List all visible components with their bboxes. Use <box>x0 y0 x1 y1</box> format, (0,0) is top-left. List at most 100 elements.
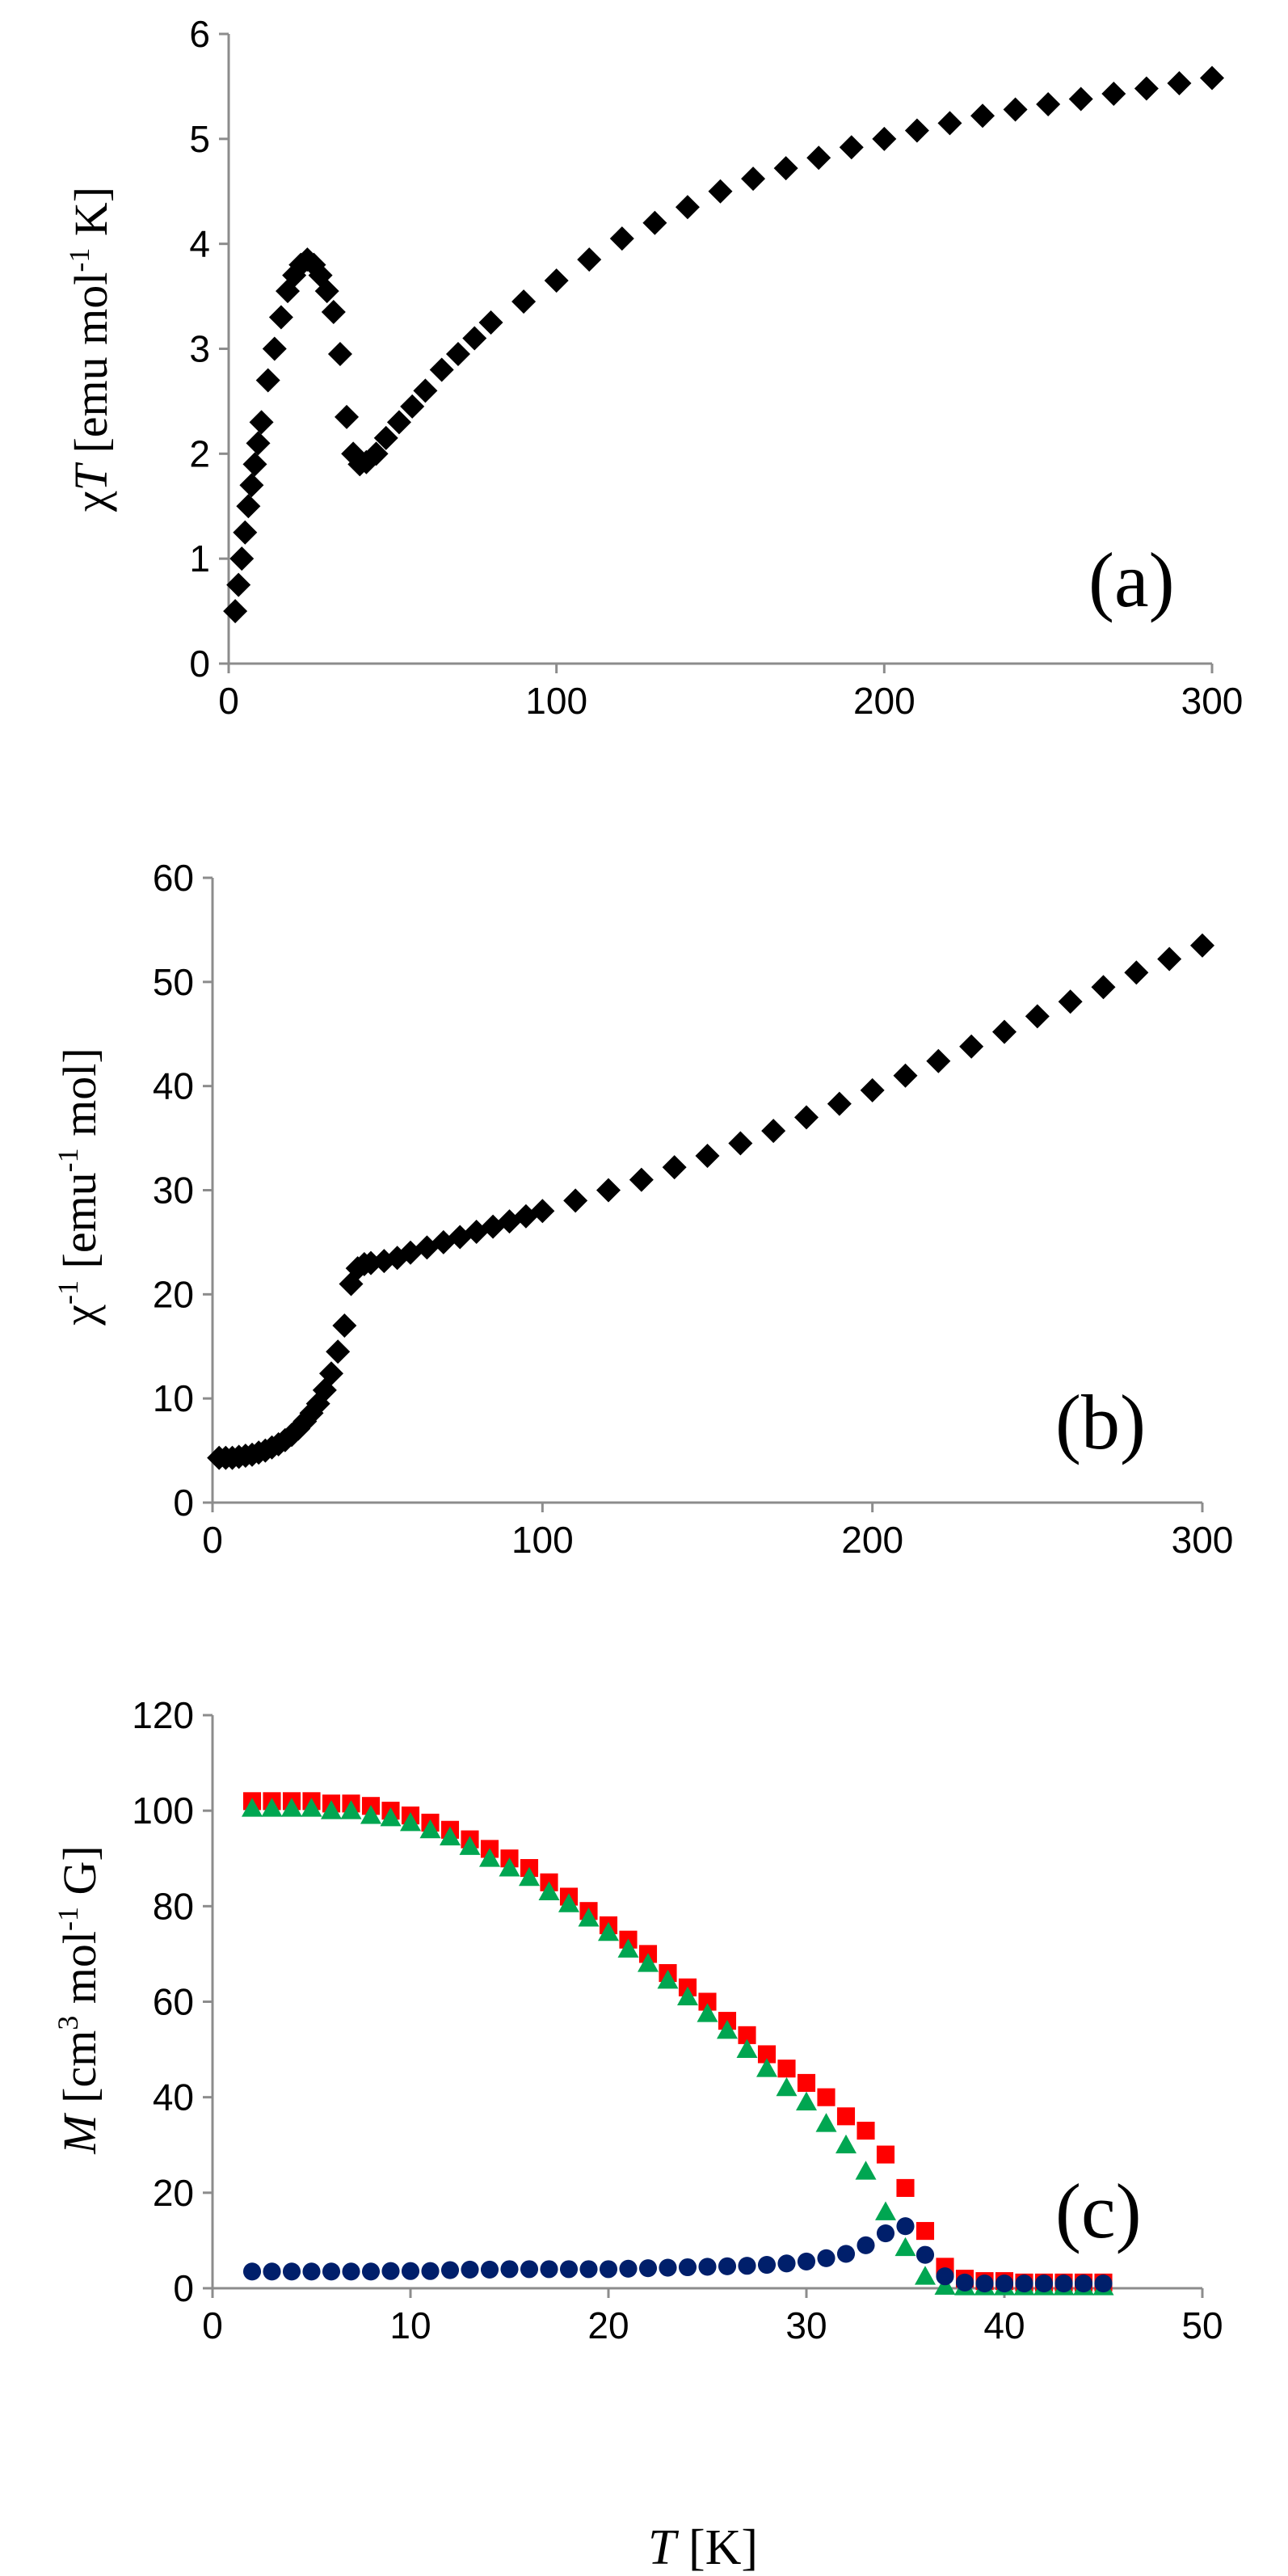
data-point <box>226 572 251 597</box>
data-point <box>242 452 267 477</box>
data-point <box>445 341 470 366</box>
data-point <box>915 2266 936 2285</box>
data-point <box>281 1798 302 1817</box>
data-point <box>577 247 602 272</box>
x-tick-label: 300 <box>1172 1519 1234 1561</box>
data-point <box>876 2224 895 2243</box>
data-point <box>642 210 667 235</box>
data-point <box>675 195 700 220</box>
data-point <box>1058 989 1083 1014</box>
data-point <box>360 1805 381 1824</box>
data-point <box>261 1798 283 1817</box>
data-point <box>738 2026 756 2044</box>
data-point <box>638 1953 659 1972</box>
data-point <box>578 1908 600 1927</box>
data-point <box>327 341 352 366</box>
data-point <box>756 2058 777 2077</box>
data-point <box>995 2275 1014 2293</box>
y-tick-label: 20 <box>153 2172 194 2214</box>
tick-labels-a: 0 1 2 3 4 5 6 0 100 200 300 <box>189 13 1243 722</box>
x-tick-label: 300 <box>1181 680 1244 722</box>
data-point <box>697 2003 718 2022</box>
data-point <box>400 1811 421 1832</box>
series-red-squares <box>242 1792 1113 2291</box>
data-point <box>698 1992 717 2011</box>
y-tick-label: 40 <box>153 2076 194 2119</box>
1/χ <box>207 933 1214 1470</box>
data-point <box>1025 1004 1050 1029</box>
data-point <box>1134 76 1159 101</box>
data-point <box>440 2261 460 2279</box>
data-point <box>461 2260 479 2279</box>
data-point <box>462 326 487 351</box>
data-point <box>876 2145 895 2164</box>
y-axis-label-c: M [cm3 mol-1 G] <box>52 1845 106 2154</box>
data-point <box>992 1019 1017 1044</box>
data-point <box>836 2134 857 2154</box>
data-point <box>806 145 831 171</box>
data-point <box>1091 975 1116 1000</box>
data-markers-c <box>242 1792 1114 2296</box>
data-point <box>373 425 398 450</box>
data-point <box>827 1091 852 1116</box>
data-point <box>836 2245 856 2263</box>
data-markers-b <box>207 933 1214 1470</box>
data-point <box>695 1143 720 1168</box>
data-point <box>326 1339 351 1364</box>
y-tick-label: 50 <box>153 961 194 1003</box>
data-point <box>342 2262 360 2281</box>
data-point <box>936 2267 954 2286</box>
data-point <box>480 2260 499 2279</box>
data-point <box>479 1848 500 1867</box>
y-tick-label: 3 <box>189 328 210 370</box>
data-point <box>817 2249 836 2267</box>
chart-panel-c: 0 20 40 60 80 100 120 0 10 20 30 40 50 (c) M [cm3 mo… <box>52 1694 1223 2575</box>
data-point <box>319 1361 343 1386</box>
data-point <box>579 2260 598 2279</box>
data-point <box>249 410 274 435</box>
series-navy-circles <box>242 2217 1113 2293</box>
x-tick-label: 0 <box>202 1519 223 1561</box>
data-point <box>893 1063 918 1088</box>
data-point <box>519 1866 540 1887</box>
data-point <box>500 2260 519 2279</box>
data-point <box>959 1034 984 1059</box>
data-markers-a <box>223 65 1224 624</box>
x-tick-label: 20 <box>587 2304 629 2346</box>
data-point <box>540 2260 558 2279</box>
data-point <box>698 2258 717 2276</box>
x-tick-label: 200 <box>853 680 915 722</box>
data-point <box>839 135 864 160</box>
data-point <box>233 520 258 545</box>
data-point <box>380 1807 402 1827</box>
data-point <box>255 368 280 393</box>
y-tick-label: 100 <box>132 1790 194 1832</box>
data-point <box>520 2260 539 2279</box>
data-point <box>836 2107 856 2126</box>
data-point <box>860 1077 885 1102</box>
data-point <box>322 2262 341 2281</box>
chart-panel-a: 0 1 2 3 4 5 6 0 100 200 300 (a) χT [emu mol-1 K] <box>63 13 1243 722</box>
x-tick-label: 50 <box>1181 2304 1223 2346</box>
data-point <box>659 2258 677 2277</box>
data-point <box>794 1105 819 1130</box>
data-point <box>332 1313 357 1338</box>
data-point <box>797 2252 816 2270</box>
y-tick-label: 0 <box>173 2267 194 2309</box>
data-point <box>619 2259 638 2278</box>
y-tick-label: 60 <box>153 857 194 899</box>
data-point <box>718 2257 737 2275</box>
x-tick-label: 100 <box>525 680 587 722</box>
y-axis-label-a: χT [emu mol-1 K] <box>63 187 117 512</box>
data-point <box>975 2275 994 2293</box>
data-point <box>1015 2275 1033 2293</box>
data-point <box>381 2262 400 2280</box>
y-tick-label: 5 <box>189 118 210 160</box>
y-tick-label: 80 <box>153 1885 194 1927</box>
data-point <box>499 1857 520 1877</box>
data-point <box>1003 97 1028 122</box>
data-point <box>400 394 425 419</box>
x-tick-label: 0 <box>218 680 239 722</box>
data-point <box>386 410 411 435</box>
panel-label-a: (a) <box>1088 537 1175 623</box>
